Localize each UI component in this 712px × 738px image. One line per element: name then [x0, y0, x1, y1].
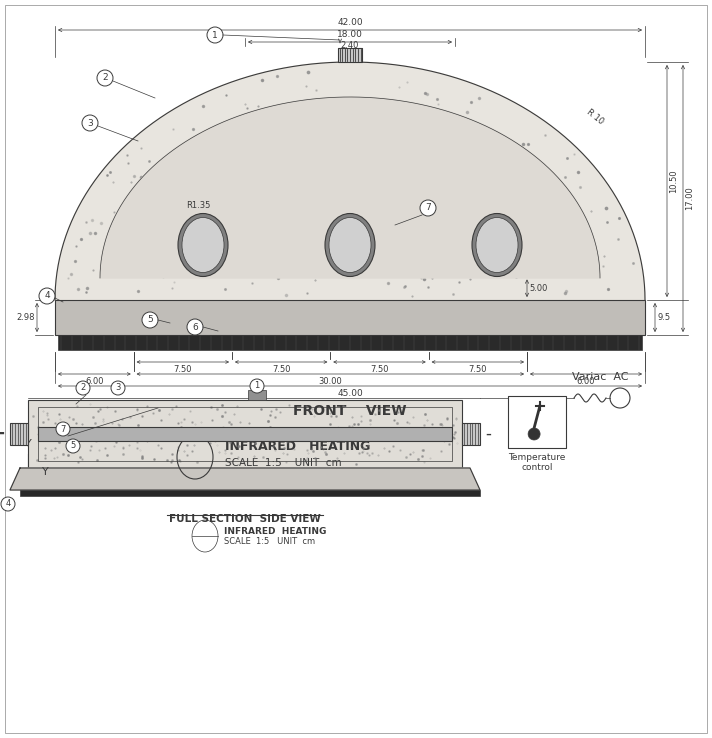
Text: -: -: [485, 425, 491, 443]
Ellipse shape: [476, 218, 518, 272]
Text: 5: 5: [70, 441, 75, 450]
Circle shape: [39, 288, 55, 304]
Text: SCALE  1:5    UNIT  cm: SCALE 1:5 UNIT cm: [225, 458, 342, 468]
Text: 4: 4: [6, 500, 11, 508]
Bar: [38, 407, 452, 461]
Ellipse shape: [472, 213, 522, 277]
Ellipse shape: [178, 213, 228, 277]
Text: 18.00: 18.00: [337, 30, 363, 39]
Ellipse shape: [329, 218, 371, 272]
Bar: [55, 300, 645, 335]
Circle shape: [66, 439, 80, 453]
Text: Temperature
control: Temperature control: [508, 453, 566, 472]
Text: 1: 1: [254, 382, 260, 390]
Bar: [38, 427, 452, 441]
Circle shape: [76, 381, 90, 395]
Text: Variac  AC: Variac AC: [572, 372, 629, 382]
Text: 10.50: 10.50: [669, 169, 678, 193]
Text: Y: Y: [41, 467, 48, 477]
Text: 7: 7: [61, 424, 66, 433]
Text: 5.00: 5.00: [529, 283, 548, 293]
Circle shape: [207, 27, 223, 43]
Bar: [10, 423, 28, 445]
Text: Y: Y: [25, 439, 31, 449]
Polygon shape: [55, 62, 645, 300]
Text: 6.00: 6.00: [85, 377, 103, 386]
Bar: [28, 400, 462, 468]
Text: SCALE  1:5   UNIT  cm: SCALE 1:5 UNIT cm: [224, 537, 315, 547]
Circle shape: [82, 115, 98, 131]
Circle shape: [528, 428, 540, 440]
Text: 42.00: 42.00: [337, 18, 363, 27]
Text: 2: 2: [80, 384, 85, 393]
Polygon shape: [10, 468, 480, 490]
Text: INFRARED   HEATING: INFRARED HEATING: [225, 441, 370, 453]
Bar: [338, 48, 362, 62]
Circle shape: [420, 200, 436, 216]
Text: 6.00: 6.00: [577, 377, 595, 386]
Text: 3: 3: [87, 119, 93, 128]
Text: 5: 5: [147, 316, 153, 325]
Circle shape: [142, 312, 158, 328]
Circle shape: [187, 319, 203, 335]
Text: 7: 7: [425, 204, 431, 213]
Text: 6: 6: [192, 323, 198, 331]
Text: 45.00: 45.00: [337, 389, 363, 398]
Circle shape: [97, 70, 113, 86]
Text: 7.50: 7.50: [174, 365, 192, 374]
Text: 4: 4: [44, 292, 50, 300]
Bar: [20, 490, 480, 496]
Text: 2: 2: [103, 74, 108, 83]
Bar: [508, 396, 566, 448]
Text: R1.35: R1.35: [186, 201, 210, 210]
Text: 9.5: 9.5: [657, 313, 670, 322]
Circle shape: [1, 497, 15, 511]
Circle shape: [111, 381, 125, 395]
Text: 3: 3: [115, 384, 121, 393]
Bar: [58, 335, 642, 350]
Text: FULL SECTION  SIDE VIEW: FULL SECTION SIDE VIEW: [169, 514, 321, 524]
Text: 2.40: 2.40: [341, 41, 359, 50]
Circle shape: [56, 422, 70, 436]
Text: FRONT    VIEW: FRONT VIEW: [293, 404, 407, 418]
Text: 30.00: 30.00: [318, 377, 342, 386]
Bar: [248, 390, 266, 400]
Text: 1: 1: [212, 30, 218, 40]
Text: 7.50: 7.50: [370, 365, 389, 374]
Text: 7.50: 7.50: [272, 365, 290, 374]
Bar: [462, 423, 480, 445]
Ellipse shape: [182, 218, 224, 272]
Text: +: +: [0, 425, 5, 443]
Ellipse shape: [325, 213, 375, 277]
Text: 17.00: 17.00: [685, 187, 694, 210]
Text: 7.50: 7.50: [468, 365, 487, 374]
Text: R 10: R 10: [585, 108, 605, 126]
Text: INFRARED  HEATING: INFRARED HEATING: [224, 528, 326, 537]
Text: 2.98: 2.98: [16, 313, 35, 322]
Circle shape: [250, 379, 264, 393]
Polygon shape: [100, 97, 600, 278]
